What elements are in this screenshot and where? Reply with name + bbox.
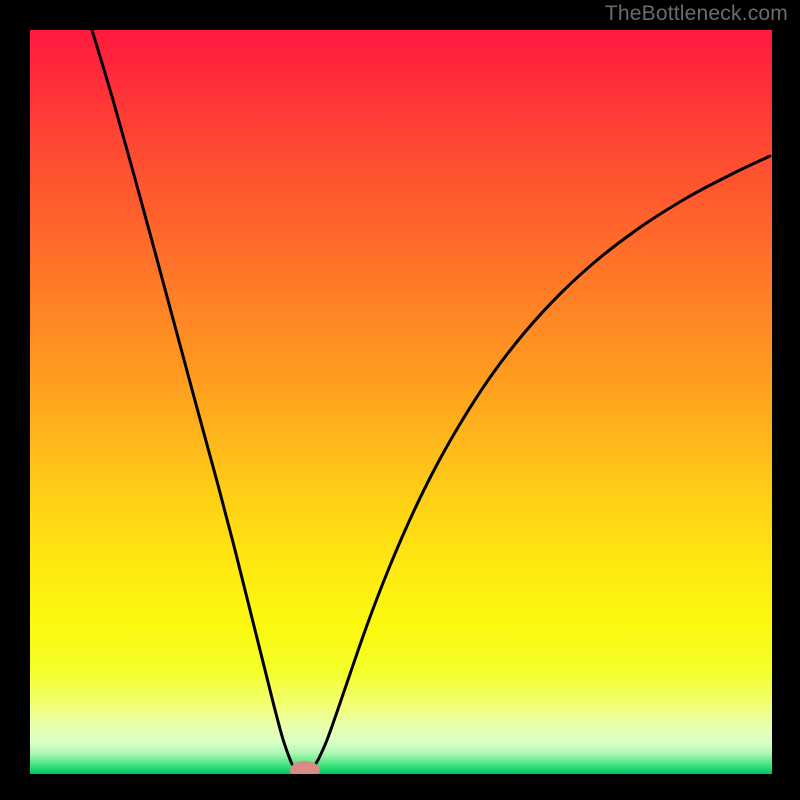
optimum-marker (290, 761, 320, 774)
curve-left-branch (92, 30, 300, 773)
watermark-text: TheBottleneck.com (605, 2, 788, 26)
bottleneck-curve (30, 30, 772, 774)
curve-right-branch (308, 156, 770, 773)
chart-container: TheBottleneck.com (0, 0, 800, 800)
plot-area (30, 30, 772, 774)
